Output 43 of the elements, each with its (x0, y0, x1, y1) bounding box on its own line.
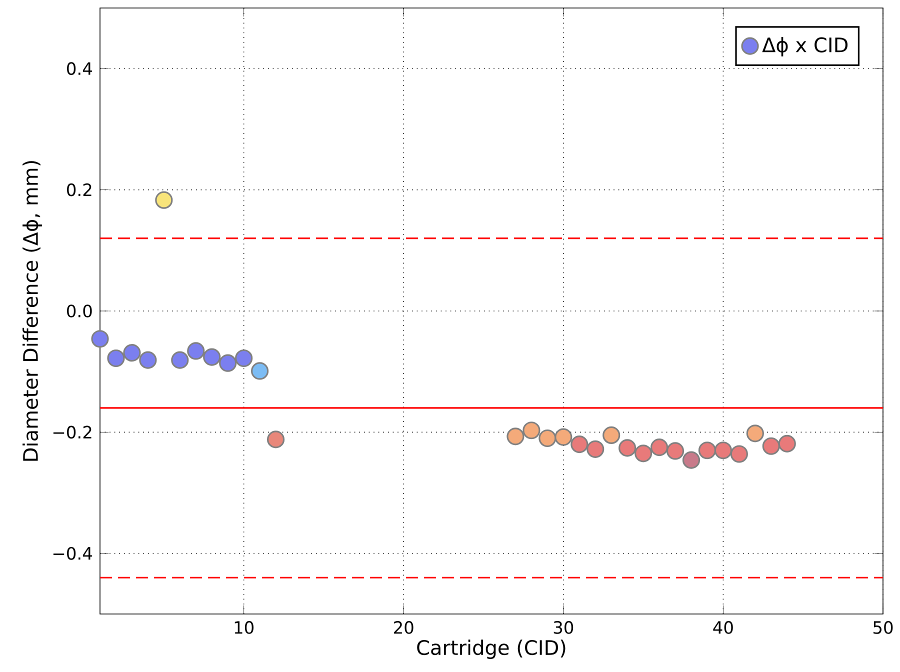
point (203, 348, 221, 366)
point (219, 354, 237, 372)
point (107, 349, 125, 368)
point (666, 442, 684, 460)
y-tick-label: 0.4 (67, 62, 92, 76)
x-tick-label: 30 (554, 621, 574, 634)
point (91, 330, 109, 348)
point (266, 430, 285, 448)
point (187, 342, 205, 360)
point (714, 442, 732, 460)
point (746, 424, 764, 442)
point (650, 438, 668, 456)
point (682, 451, 700, 469)
x-tick-label: 50 (873, 621, 893, 634)
point (250, 362, 269, 380)
y-tick-label: 0.0 (67, 304, 92, 318)
point (155, 191, 173, 209)
x-tick-label: 40 (713, 621, 733, 634)
point (538, 429, 556, 448)
point (506, 428, 524, 446)
point (522, 422, 540, 440)
point (778, 434, 796, 452)
y-tick-label: 0.2 (67, 183, 92, 196)
point (235, 349, 253, 368)
point (570, 436, 588, 454)
point (618, 439, 636, 457)
point (762, 437, 780, 455)
point (554, 428, 572, 446)
y-tick-label: −0.4 (53, 546, 92, 560)
point (139, 351, 157, 369)
y-axis-title: Diameter Difference (Δϕ, mm) (22, 161, 42, 461)
x-tick-label: 10 (234, 621, 254, 634)
x-tick-label: 20 (394, 621, 414, 634)
point (730, 445, 748, 463)
point (123, 344, 141, 362)
legend-label: Δϕ x CID (762, 36, 848, 56)
point (698, 442, 716, 460)
point (634, 444, 652, 462)
y-tick-label: −0.2 (53, 426, 92, 439)
point (586, 440, 604, 458)
point (171, 351, 189, 369)
point (602, 426, 620, 444)
x-axis-title: Cartridge (CID) (417, 640, 566, 660)
